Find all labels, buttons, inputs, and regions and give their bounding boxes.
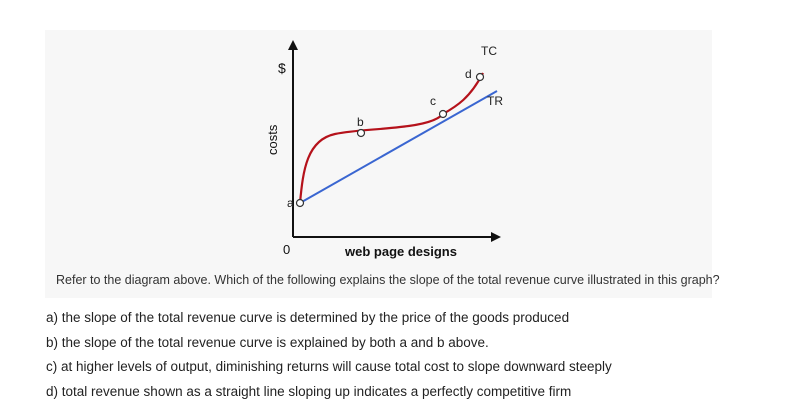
point-d-label: d — [465, 67, 472, 81]
origin-label: 0 — [283, 242, 290, 257]
tr-label: TR — [487, 94, 503, 108]
option-c[interactable]: c) at higher levels of output, diminishi… — [46, 359, 612, 374]
option-b[interactable]: b) the slope of the total revenue curve … — [46, 334, 489, 350]
x-axis-label: web page designs — [344, 244, 457, 259]
question-panel: $ costs 0 web page designs TC TR a b c d… — [45, 30, 720, 298]
y-axis-symbol: $ — [278, 60, 286, 76]
tc-curve — [298, 72, 484, 204]
cost-revenue-diagram: $ costs 0 web page designs TC TR a b c d — [265, 40, 503, 259]
option-d[interactable]: d) total revenue shown as a straight lin… — [46, 383, 572, 399]
tr-line — [299, 90, 498, 204]
y-axis-label: costs — [265, 124, 280, 155]
point-a-label: a — [287, 196, 294, 210]
y-axis-arrow-icon — [288, 40, 298, 50]
point-a-marker — [295, 198, 305, 208]
point-d-marker — [475, 72, 485, 82]
answer-options: a) the slope of the total revenue curve … — [46, 310, 612, 408]
option-a[interactable]: a) the slope of the total revenue curve … — [46, 310, 570, 325]
point-b-label: b — [357, 115, 364, 129]
point-c-marker — [438, 109, 448, 119]
tc-label: TC — [481, 44, 497, 58]
x-axis-arrow-icon — [491, 232, 501, 242]
question-text: Refer to the diagram above. Which of the… — [56, 273, 720, 287]
point-b-marker — [356, 128, 366, 138]
point-c-label: c — [430, 94, 436, 108]
